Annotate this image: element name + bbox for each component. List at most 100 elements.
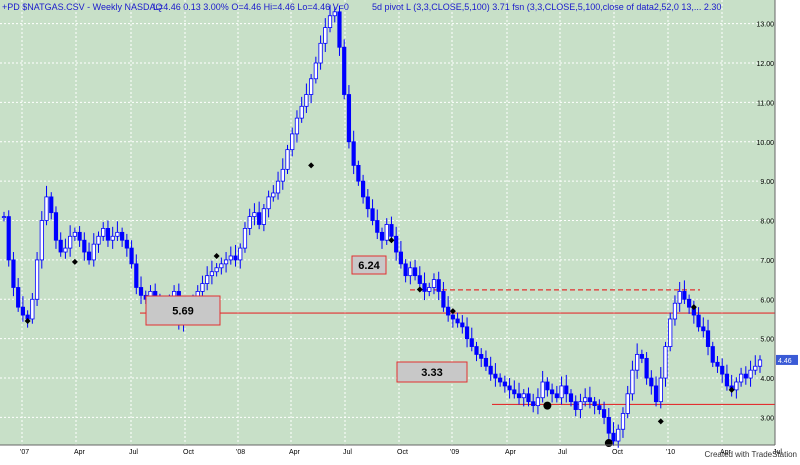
price-bar xyxy=(247,216,252,229)
price-bar xyxy=(464,326,470,340)
level-label-box xyxy=(396,361,468,383)
symbol-title: +PD $NATGAS.CSV - Weekly NASDAQ xyxy=(2,2,162,12)
x-tick-label: Jul xyxy=(773,449,782,456)
price-bar xyxy=(233,255,238,261)
price-bar xyxy=(635,354,640,371)
price-bar xyxy=(384,224,389,241)
price-bar xyxy=(417,275,422,284)
price-bar xyxy=(138,287,144,296)
price-bar xyxy=(493,373,498,379)
y-tick-label: 12.00 xyxy=(756,61,774,68)
pivot-marker xyxy=(657,418,664,425)
x-tick-label: Jul xyxy=(558,449,567,456)
price-bar xyxy=(507,385,512,391)
price-bar xyxy=(214,267,219,273)
y-tick-label: 10.00 xyxy=(756,140,774,147)
price-bar xyxy=(687,298,692,308)
price-bar xyxy=(616,428,621,442)
price-bar xyxy=(257,212,262,225)
level-labels: 5.69 6.24 3.33 xyxy=(145,255,468,383)
price-bar xyxy=(91,243,96,261)
price-bar xyxy=(49,196,54,214)
x-tick-label: Jul xyxy=(343,449,352,456)
price-bar xyxy=(346,94,352,143)
price-bar xyxy=(483,357,489,367)
price-bar xyxy=(39,220,44,261)
price-bar xyxy=(422,283,427,292)
price-bar xyxy=(120,231,125,241)
price-bar xyxy=(375,220,380,233)
price-bar xyxy=(653,385,659,403)
price-bar xyxy=(743,373,748,379)
footer-credit: Created with TradeStation xyxy=(705,450,798,459)
x-tick-label: '10 xyxy=(666,449,675,456)
price-bar xyxy=(611,432,616,442)
price-bar xyxy=(280,168,285,182)
price-bar xyxy=(370,208,375,221)
price-bar xyxy=(1,216,7,218)
y-tick-label: 3.00 xyxy=(760,415,774,422)
price-bar xyxy=(68,235,73,249)
price-bar xyxy=(559,385,564,399)
x-tick-label: '07 xyxy=(20,449,29,456)
price-bar xyxy=(663,346,668,379)
price-bar xyxy=(479,354,484,359)
price-bar xyxy=(394,235,399,253)
y-tick-label: 13.00 xyxy=(756,22,774,29)
y-tick-label: 9.00 xyxy=(760,179,774,186)
price-bar xyxy=(403,263,408,277)
price-bar xyxy=(318,42,323,64)
price-bar xyxy=(446,306,451,316)
price-bar xyxy=(398,251,404,265)
price-bar xyxy=(285,149,290,170)
indicator-readout: 5d pivot L (3,3,CLOSE,5,100) 3.71 fsn (3… xyxy=(372,2,721,12)
level-label: 6.24 xyxy=(358,260,380,272)
x-tick-label: Apr xyxy=(74,449,86,456)
price-bar xyxy=(450,314,455,320)
price-bar xyxy=(739,373,744,383)
price-bar xyxy=(639,354,644,359)
price-bar xyxy=(72,231,77,237)
price-bar xyxy=(105,228,111,241)
price-bar xyxy=(332,11,337,17)
y-tick-label: 8.00 xyxy=(760,219,774,226)
price-bar xyxy=(720,365,725,375)
price-bar xyxy=(252,212,257,217)
pivot-marker xyxy=(416,286,423,293)
price-bar xyxy=(313,62,318,80)
x-tick-label: Apr xyxy=(289,449,301,456)
axes: '07 Apr Jul Oct '08 Apr Jul Oct '09 Apr Jul Oct '10 A… xyxy=(0,0,798,456)
pivot-marker xyxy=(24,317,31,324)
level-label: 5.69 xyxy=(172,306,193,318)
price-bar xyxy=(294,117,300,135)
price-bar xyxy=(266,196,271,210)
y-tick-label: 5.00 xyxy=(760,337,774,344)
price-bar xyxy=(129,247,134,265)
price-bar xyxy=(44,196,49,221)
price-bar xyxy=(209,271,214,277)
price-bar xyxy=(441,291,446,308)
price-bar xyxy=(11,259,16,288)
pivot-marker xyxy=(449,308,456,315)
last-price-label: 4.46 xyxy=(778,358,792,365)
price-bar xyxy=(124,239,129,249)
price-bar xyxy=(578,401,583,410)
price-bar xyxy=(705,330,711,347)
price-bar xyxy=(365,196,370,210)
price-bar xyxy=(564,385,569,395)
price-bar xyxy=(701,326,706,332)
price-bar xyxy=(379,231,385,241)
price-bar xyxy=(228,255,233,261)
price-bar xyxy=(474,346,479,355)
price-bar xyxy=(431,279,437,288)
price-bar xyxy=(63,247,68,253)
price-bar xyxy=(342,46,347,95)
price-bar xyxy=(337,11,342,48)
level-label-box xyxy=(145,295,221,326)
price-bar xyxy=(540,381,545,399)
price-bar xyxy=(96,235,101,245)
price-bar xyxy=(672,302,678,320)
level-label-box xyxy=(351,255,387,275)
